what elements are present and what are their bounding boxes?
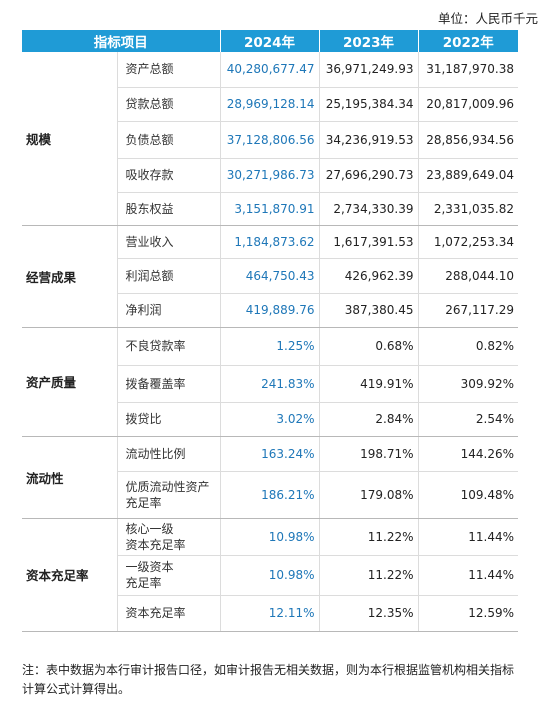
item-cell: 贷款总额 <box>117 87 221 122</box>
value-2023: 1,617,391.53 <box>319 225 419 259</box>
table-row: 经营成果 营业收入 1,184,873.62 1,617,391.53 1,072,25… <box>22 225 518 328</box>
item-cell: 拨备覆盖率 <box>117 365 221 403</box>
value-2023: 11.22% <box>319 555 419 596</box>
value-2022: 109.48% <box>418 471 518 519</box>
value-2023: 25,195,384.34 <box>319 87 419 122</box>
header-2022: 2022年 <box>418 30 518 52</box>
header-item: 指标项目 <box>22 30 221 52</box>
table-row: 资本充足率 核心一级 资本充足率 10.98% 11.22% 11.44% <box>22 518 518 632</box>
category-cell: 经营成果 <box>22 225 118 328</box>
value-2022: 0.82% <box>418 327 518 366</box>
item-cell: 流动性比例 <box>117 436 221 472</box>
value-2022: 2,331,035.82 <box>418 192 518 226</box>
category-cell: 资产质量 <box>22 327 118 437</box>
value-2022: 31,187,970.38 <box>418 52 518 88</box>
table-row: 贷款总额 28,969,128.14 25,195,384.34 20,817,009… <box>22 87 518 122</box>
value-2022: 28,856,934.56 <box>418 121 518 159</box>
item-cell: 营业收入 <box>117 225 221 259</box>
value-2024: 12.11% <box>220 595 320 632</box>
table-row: 负债总额 37,128,806.56 34,236,919.53 28,856,934… <box>22 121 518 159</box>
item-cell: 股东权益 <box>117 192 221 226</box>
value-2022: 144.26% <box>418 436 518 472</box>
value-2023: 12.35% <box>319 595 419 632</box>
value-2024: 419,889.76 <box>220 293 320 328</box>
table-row: 拨备覆盖率 241.83% 419.91% 309.92% <box>22 365 518 403</box>
value-2024: 30,271,986.73 <box>220 158 320 193</box>
footnote: 注：表中数据为本行审计报告口径，如审计报告无相关数据，则为本行根据监管机构相关指… <box>22 663 515 696</box>
item-cell: 核心一级 资本充足率 <box>117 518 221 556</box>
value-2023: 27,696,290.73 <box>319 158 419 193</box>
value-2023: 36,971,249.93 <box>319 52 419 88</box>
value-2024: 10.98% <box>220 518 320 556</box>
value-2023: 419.91% <box>319 365 419 403</box>
item-cell: 拨贷比 <box>117 402 221 437</box>
value-2023: 2,734,330.39 <box>319 192 419 226</box>
item-cell: 资产总额 <box>117 52 221 88</box>
table-row: 资产质量 不良贷款率 1.25% 0.68% 0.82% <box>22 327 518 437</box>
value-2022: 11.44% <box>418 518 518 556</box>
value-2023: 387,380.45 <box>319 293 419 328</box>
value-2024: 40,280,677.47 <box>220 52 320 88</box>
item-cell: 负债总额 <box>117 121 221 159</box>
item-cell: 吸收存款 <box>117 158 221 193</box>
item-cell: 资本充足率 <box>117 595 221 632</box>
value-2023: 34,236,919.53 <box>319 121 419 159</box>
value-2023: 0.68% <box>319 327 419 366</box>
header-2024: 2024年 <box>220 30 320 52</box>
item-cell: 利润总额 <box>117 258 221 294</box>
value-2022: 23,889,649.04 <box>418 158 518 193</box>
value-2022: 288,044.10 <box>418 258 518 294</box>
value-2022: 12.59% <box>418 595 518 632</box>
value-2023: 179.08% <box>319 471 419 519</box>
value-2024: 241.83% <box>220 365 320 403</box>
unit-label: 单位：人民币千元 <box>437 11 538 26</box>
value-2023: 426,962.39 <box>319 258 419 294</box>
value-2022: 267,117.29 <box>418 293 518 328</box>
value-2024: 10.98% <box>220 555 320 596</box>
value-2024: 28,969,128.14 <box>220 87 320 122</box>
value-2022: 2.54% <box>418 402 518 437</box>
category-cell: 规模 <box>22 52 118 226</box>
value-2024: 186.21% <box>220 471 320 519</box>
table-header-row: 指标项目 2024年 2023年 2022年 <box>22 30 518 52</box>
item-cell: 净利润 <box>117 293 221 328</box>
financial-indicators-table: 指标项目 2024年 2023年 2022年 规模 资产总额 40,280,677.… <box>22 30 518 632</box>
value-2023: 198.71% <box>319 436 419 472</box>
table-row: 流动性 流动性比例 163.24% 198.71% 144.26% <box>22 436 518 519</box>
table-row: 净利润 419,889.76 387,380.45 267,117.29 <box>22 293 518 328</box>
category-cell: 流动性 <box>22 436 118 519</box>
item-cell: 一级资本 充足率 <box>117 555 221 596</box>
table-row: 拨贷比 3.02% 2.84% 2.54% <box>22 402 518 437</box>
value-2024: 1,184,873.62 <box>220 225 320 259</box>
value-2022: 11.44% <box>418 555 518 596</box>
value-2024: 3.02% <box>220 402 320 437</box>
table-row: 优质流动性资产 充足率 186.21% 179.08% 109.48% <box>22 471 518 519</box>
table-row: 利润总额 464,750.43 426,962.39 288,044.10 <box>22 258 518 294</box>
value-2024: 1.25% <box>220 327 320 366</box>
value-2024: 37,128,806.56 <box>220 121 320 159</box>
value-2024: 3,151,870.91 <box>220 192 320 226</box>
header-2023: 2023年 <box>319 30 419 52</box>
table-body: 规模 资产总额 40,280,677.47 36,971,249.93 31,187,9… <box>22 52 518 632</box>
value-2022: 309.92% <box>418 365 518 403</box>
value-2023: 11.22% <box>319 518 419 556</box>
value-2024: 464,750.43 <box>220 258 320 294</box>
table-row: 吸收存款 30,271,986.73 27,696,290.73 23,889,649… <box>22 158 518 193</box>
value-2023: 2.84% <box>319 402 419 437</box>
value-2022: 20,817,009.96 <box>418 87 518 122</box>
table-row: 一级资本 充足率 10.98% 11.22% 11.44% <box>22 555 518 596</box>
item-cell: 优质流动性资产 充足率 <box>117 471 221 519</box>
value-2022: 1,072,253.34 <box>418 225 518 259</box>
value-2024: 163.24% <box>220 436 320 472</box>
category-cell: 资本充足率 <box>22 518 118 632</box>
item-cell: 不良贷款率 <box>117 327 221 366</box>
table-row: 规模 资产总额 40,280,677.47 36,971,249.93 31,187,9… <box>22 52 518 226</box>
table-row: 资本充足率 12.11% 12.35% 12.59% <box>22 595 518 632</box>
table-row: 股东权益 3,151,870.91 2,734,330.39 2,331,035.82 <box>22 192 518 226</box>
